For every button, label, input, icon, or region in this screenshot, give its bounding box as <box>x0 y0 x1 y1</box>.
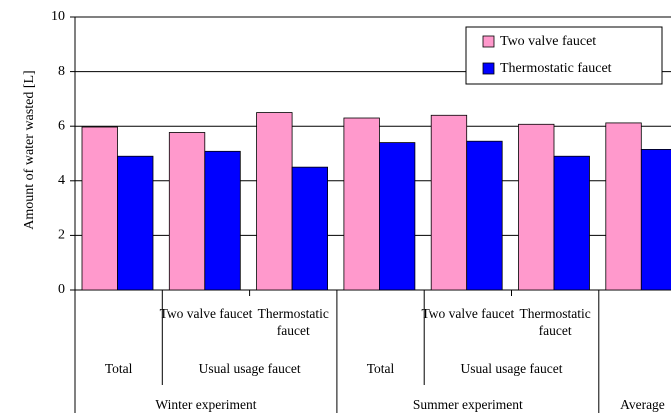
y-tick-label: 4 <box>58 173 65 188</box>
bar <box>553 155 590 291</box>
legend-box <box>465 26 663 85</box>
bar <box>343 117 380 291</box>
bar <box>518 123 555 291</box>
bar <box>378 142 416 291</box>
group-label: Average <box>620 397 665 412</box>
category-label: Thermostatic faucet <box>257 306 329 338</box>
legend-swatch <box>482 35 495 48</box>
bar <box>640 149 671 291</box>
subgroup-label: Total <box>104 361 133 376</box>
bar <box>204 150 241 291</box>
legend-swatch <box>482 62 495 75</box>
group-label: Winter experiment <box>155 397 257 412</box>
group-label: Summer experiment <box>412 397 523 412</box>
y-tick-label: 2 <box>58 228 65 243</box>
y-tick-label: 0 <box>58 282 65 297</box>
bar <box>256 112 293 291</box>
subgroup-label: Total <box>366 361 395 376</box>
y-tick-label: 8 <box>58 64 65 79</box>
legend-label: Thermostatic faucet <box>500 61 612 76</box>
category-label: Thermostatic faucet <box>519 306 591 338</box>
subgroup-label: Usual usage faucet <box>198 361 301 376</box>
bar <box>605 122 642 291</box>
subgroup-label: Usual usage faucet <box>460 361 563 376</box>
bar <box>81 126 118 291</box>
y-axis-label: Amount of water wasted [L] <box>22 70 37 229</box>
y-tick-label: 6 <box>58 118 65 133</box>
bar <box>291 166 329 291</box>
bar <box>168 132 206 291</box>
bar <box>466 140 503 291</box>
y-tick-label: 10 <box>51 9 65 24</box>
category-label: Two valve faucet <box>159 306 253 321</box>
category-label: Two valve faucet <box>421 306 515 321</box>
bar <box>117 155 154 291</box>
legend-label: Two valve faucet <box>500 34 596 49</box>
bar <box>430 114 468 291</box>
